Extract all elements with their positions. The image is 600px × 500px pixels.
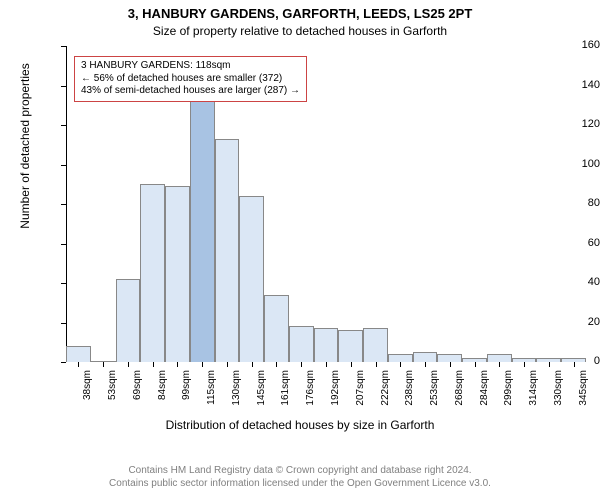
bar [116,279,141,362]
bar [264,295,289,362]
info-line-1: 3 HANBURY GARDENS: 118sqm [81,60,300,73]
x-tick-label: 130sqm [231,370,242,420]
x-tick-label: 330sqm [553,370,564,420]
x-tick-label: 238sqm [404,370,415,420]
y-tick-label: 80 [544,197,600,209]
bar [314,328,339,362]
y-axis-label: Number of detached properties [18,0,32,304]
x-tick-label: 299sqm [503,370,514,420]
y-tick-label: 160 [544,39,600,51]
y-tick-label: 140 [544,79,600,91]
bar [66,346,91,362]
chart-subtitle: Size of property relative to detached ho… [0,24,600,38]
x-tick-label: 145sqm [256,370,267,420]
bar [165,186,190,362]
y-tick-label: 0 [544,355,600,367]
y-tick-label: 60 [544,237,600,249]
x-tick-label: 99sqm [181,370,192,420]
x-tick-label: 84sqm [157,370,168,420]
x-tick-label: 115sqm [206,370,217,420]
chart-container: { "header": { "address": "3, HANBURY GAR… [0,0,600,500]
x-tick-label: 161sqm [280,370,291,420]
address-title: 3, HANBURY GARDENS, GARFORTH, LEEDS, LS2… [0,6,600,21]
x-tick-label: 53sqm [107,370,118,420]
bar [388,354,413,362]
bar [239,196,264,362]
bar [437,354,462,362]
x-tick-label: 207sqm [355,370,366,420]
x-tick-label: 253sqm [429,370,440,420]
x-tick-label: 192sqm [330,370,341,420]
x-tick-label: 69sqm [132,370,143,420]
y-tick-label: 100 [544,158,600,170]
x-tick-label: 38sqm [82,370,93,420]
y-tick-label: 20 [544,316,600,328]
bar [190,91,215,362]
footer-line-1: Contains HM Land Registry data © Crown c… [128,465,471,476]
x-tick-label: 345sqm [578,370,589,420]
x-tick-label: 176sqm [305,370,316,420]
bar [413,352,438,362]
bar [140,184,165,362]
bar [363,328,388,362]
x-tick-label: 268sqm [454,370,465,420]
x-tick-label: 284sqm [479,370,490,420]
bar [289,326,314,362]
info-box: 3 HANBURY GARDENS: 118sqm ← 56% of detac… [74,56,307,102]
bar [487,354,512,362]
info-line-2: ← 56% of detached houses are smaller (37… [81,73,300,86]
bar [338,330,363,362]
footer-line-2: Contains public sector information licen… [109,478,491,489]
y-tick-label: 120 [544,118,600,130]
footer: Contains HM Land Registry data © Crown c… [0,464,600,490]
y-tick-label: 40 [544,276,600,288]
x-axis-title: Distribution of detached houses by size … [0,418,600,432]
x-tick-label: 314sqm [528,370,539,420]
bar [215,139,240,362]
info-line-3: 43% of semi-detached houses are larger (… [81,85,300,98]
x-tick-label: 222sqm [380,370,391,420]
